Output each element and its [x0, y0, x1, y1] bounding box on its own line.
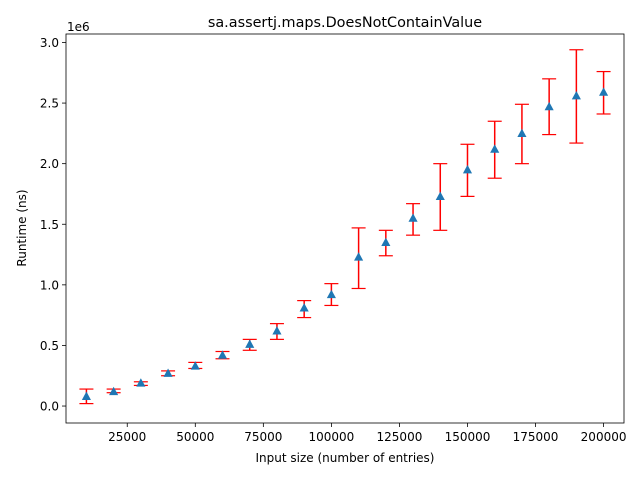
y-tick-label: 3.0	[40, 36, 59, 50]
data-point	[354, 252, 364, 261]
data-point	[462, 164, 473, 174]
data-point	[571, 91, 581, 100]
data-point	[517, 128, 527, 137]
data-point	[599, 87, 609, 96]
y-tick-label: 1.5	[40, 218, 59, 232]
data-point	[408, 213, 418, 222]
axes-frame	[65, 33, 625, 424]
x-tick-label: 125000	[377, 430, 423, 444]
data-point	[190, 361, 200, 370]
x-axis-label: Input size (number of entries)	[256, 451, 435, 465]
x-tick-label: 100000	[308, 430, 354, 444]
y-tick-label: 2.0	[40, 157, 59, 171]
data-point	[299, 303, 309, 312]
x-tick-label: 50000	[176, 430, 214, 444]
data-point	[435, 191, 445, 200]
data-point	[245, 339, 255, 348]
y-tick-label: 0.5	[40, 339, 59, 353]
data-point	[136, 378, 146, 387]
y-tick-label: 2.5	[40, 97, 59, 111]
plot-area	[79, 49, 611, 405]
data-point	[109, 386, 119, 396]
data-point	[544, 101, 554, 111]
x-tick-label: 150000	[445, 430, 491, 444]
x-tick-label: 25000	[108, 430, 146, 444]
y-offset-label: 1e6	[67, 20, 90, 34]
chart-title: sa.assertj.maps.DoesNotContainValue	[208, 15, 482, 31]
markers	[81, 87, 609, 400]
data-point	[217, 350, 228, 359]
y-axis: 0.0 0.5 1.0 1.5 2.0 2.5 3.0	[40, 36, 66, 414]
x-tick-label: 175000	[513, 430, 559, 444]
x-tick-label: 75000	[244, 430, 282, 444]
y-axis-label: Runtime (ns)	[15, 189, 29, 266]
data-point	[490, 144, 500, 153]
x-axis: 25000 50000 75000 100000 125000 150000 175000 2…	[108, 423, 626, 444]
data-point	[81, 391, 91, 400]
x-tick-label: 200000	[581, 430, 627, 444]
y-tick-label: 0.0	[40, 400, 59, 414]
data-point	[163, 368, 173, 377]
data-point	[326, 289, 336, 299]
data-point	[381, 237, 391, 247]
y-tick-label: 1.0	[40, 278, 59, 292]
data-point	[272, 326, 282, 335]
